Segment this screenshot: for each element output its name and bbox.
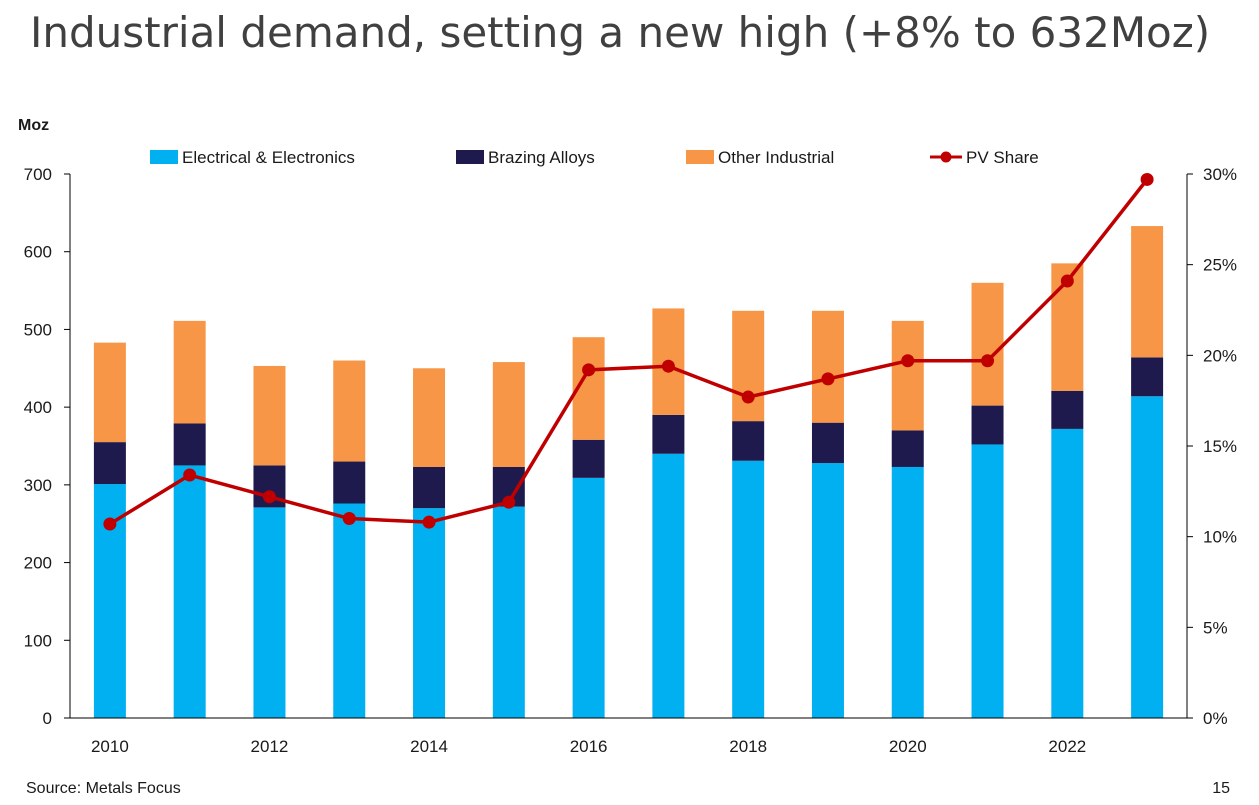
bar-other-industrial-2020 xyxy=(891,320,924,431)
pv-share-point-2016 xyxy=(582,363,596,377)
y-tick-label: 500 xyxy=(24,320,52,339)
x-tick-label: 2022 xyxy=(1048,737,1086,756)
y2-tick-label: 5% xyxy=(1203,618,1228,637)
x-tick-label: 2020 xyxy=(889,737,927,756)
bar-electrical-electronics-2022 xyxy=(1051,428,1084,718)
legend-item-other: Other Industrial xyxy=(686,148,834,167)
y2-tick-label: 10% xyxy=(1203,528,1237,547)
bar-other-industrial-2010 xyxy=(93,342,126,443)
y2-tick-label: 20% xyxy=(1203,346,1237,365)
y-axis-unit-label: Moz xyxy=(18,117,49,134)
bar-brazing-alloys-2016 xyxy=(572,439,605,478)
legend-label-pv: PV Share xyxy=(966,148,1039,167)
x-axis: 2010 2012 2014 2016 2018 2020 2022 xyxy=(70,717,1187,756)
x-tick-label: 2016 xyxy=(570,737,608,756)
y-tick-label: 400 xyxy=(24,398,52,417)
bar-other-industrial-2018 xyxy=(732,310,765,422)
bar-other-industrial-2019 xyxy=(811,310,844,423)
legend-label-other: Other Industrial xyxy=(718,148,834,167)
bar-brazing-alloys-2022 xyxy=(1051,390,1084,429)
bar-other-industrial-2021 xyxy=(971,282,1004,406)
legend-label-electrical: Electrical & Electronics xyxy=(182,148,355,167)
bar-electrical-electronics-2011 xyxy=(173,465,206,718)
pv-share-point-2020 xyxy=(901,354,915,368)
bar-series xyxy=(93,226,1164,718)
page-title: Industrial demand, setting a new high (+… xyxy=(30,8,1211,57)
pv-share-point-2019 xyxy=(821,372,835,386)
bar-electrical-electronics-2021 xyxy=(971,444,1004,718)
x-tick-label: 2018 xyxy=(729,737,767,756)
bar-electrical-electronics-2020 xyxy=(891,466,924,718)
pv-share-point-2014 xyxy=(422,515,436,529)
y-tick-label: 100 xyxy=(24,631,52,650)
bar-brazing-alloys-2010 xyxy=(93,442,126,485)
bar-other-industrial-2013 xyxy=(333,360,366,462)
pv-share-point-2021 xyxy=(981,354,995,368)
y-tick-label: 200 xyxy=(24,554,52,573)
pv-share-point-2015 xyxy=(502,495,516,509)
legend-swatch-other xyxy=(686,150,714,164)
bar-other-industrial-2011 xyxy=(173,320,206,424)
pv-share-point-2022 xyxy=(1060,274,1074,288)
bar-electrical-electronics-2014 xyxy=(413,508,446,718)
pv-share-point-2012 xyxy=(262,490,276,504)
pv-share-point-2018 xyxy=(741,390,755,404)
bar-brazing-alloys-2020 xyxy=(891,430,924,467)
y2-tick-label: 30% xyxy=(1203,165,1237,184)
legend-swatch-brazing xyxy=(456,150,484,164)
x-tick-label: 2010 xyxy=(91,737,129,756)
bar-other-industrial-2023 xyxy=(1131,226,1164,358)
legend-item-brazing: Brazing Alloys xyxy=(456,148,595,167)
y2-tick-label: 0% xyxy=(1203,709,1228,728)
pv-share-line xyxy=(103,172,1154,531)
y-tick-label: 0 xyxy=(43,709,52,728)
legend-label-brazing: Brazing Alloys xyxy=(488,148,595,167)
bar-electrical-electronics-2019 xyxy=(811,463,844,718)
legend-swatch-electrical xyxy=(150,150,178,164)
bar-electrical-electronics-2012 xyxy=(253,507,286,718)
pv-share-point-2011 xyxy=(183,468,197,482)
page-number: 15 xyxy=(1212,780,1230,797)
bar-brazing-alloys-2014 xyxy=(413,466,446,509)
bar-electrical-electronics-2017 xyxy=(652,453,685,718)
x-tick-label: 2014 xyxy=(410,737,448,756)
left-axis: 0 100 200 300 400 500 600 700 xyxy=(24,165,71,728)
bar-other-industrial-2012 xyxy=(253,365,286,466)
pv-share-point-2023 xyxy=(1140,172,1154,186)
pv-share-point-2017 xyxy=(661,359,675,373)
bar-electrical-electronics-2016 xyxy=(572,477,605,718)
bar-electrical-electronics-2018 xyxy=(732,460,765,718)
legend-marker-pv xyxy=(940,151,952,163)
y-tick-label: 300 xyxy=(24,476,52,495)
source-note: Source: Metals Focus xyxy=(26,780,181,797)
legend: Electrical & Electronics Brazing Alloys … xyxy=(150,148,1039,167)
x-tick-label: 2012 xyxy=(251,737,289,756)
y-tick-label: 600 xyxy=(24,243,52,262)
bar-brazing-alloys-2011 xyxy=(173,423,206,466)
pv-share-point-2010 xyxy=(103,517,117,531)
y2-tick-label: 15% xyxy=(1203,437,1237,456)
bar-brazing-alloys-2013 xyxy=(333,461,366,504)
bar-electrical-electronics-2013 xyxy=(333,503,366,718)
bar-brazing-alloys-2018 xyxy=(732,421,765,461)
bar-brazing-alloys-2023 xyxy=(1131,357,1164,397)
legend-item-electrical: Electrical & Electronics xyxy=(150,148,355,167)
pv-share-point-2013 xyxy=(342,512,356,526)
bar-brazing-alloys-2017 xyxy=(652,414,685,454)
bar-brazing-alloys-2019 xyxy=(811,422,844,464)
bar-other-industrial-2015 xyxy=(492,362,525,467)
pv-share-line-path xyxy=(108,178,1149,526)
bar-other-industrial-2014 xyxy=(413,368,446,467)
bar-electrical-electronics-2015 xyxy=(492,506,525,718)
y2-tick-label: 25% xyxy=(1203,256,1237,275)
legend-item-pv: PV Share xyxy=(930,148,1039,167)
right-axis: 0% 5% 10% 15% 20% 25% 30% xyxy=(1186,165,1237,728)
bar-brazing-alloys-2021 xyxy=(971,405,1004,445)
y-tick-label: 700 xyxy=(24,165,52,184)
bar-electrical-electronics-2023 xyxy=(1131,396,1164,718)
